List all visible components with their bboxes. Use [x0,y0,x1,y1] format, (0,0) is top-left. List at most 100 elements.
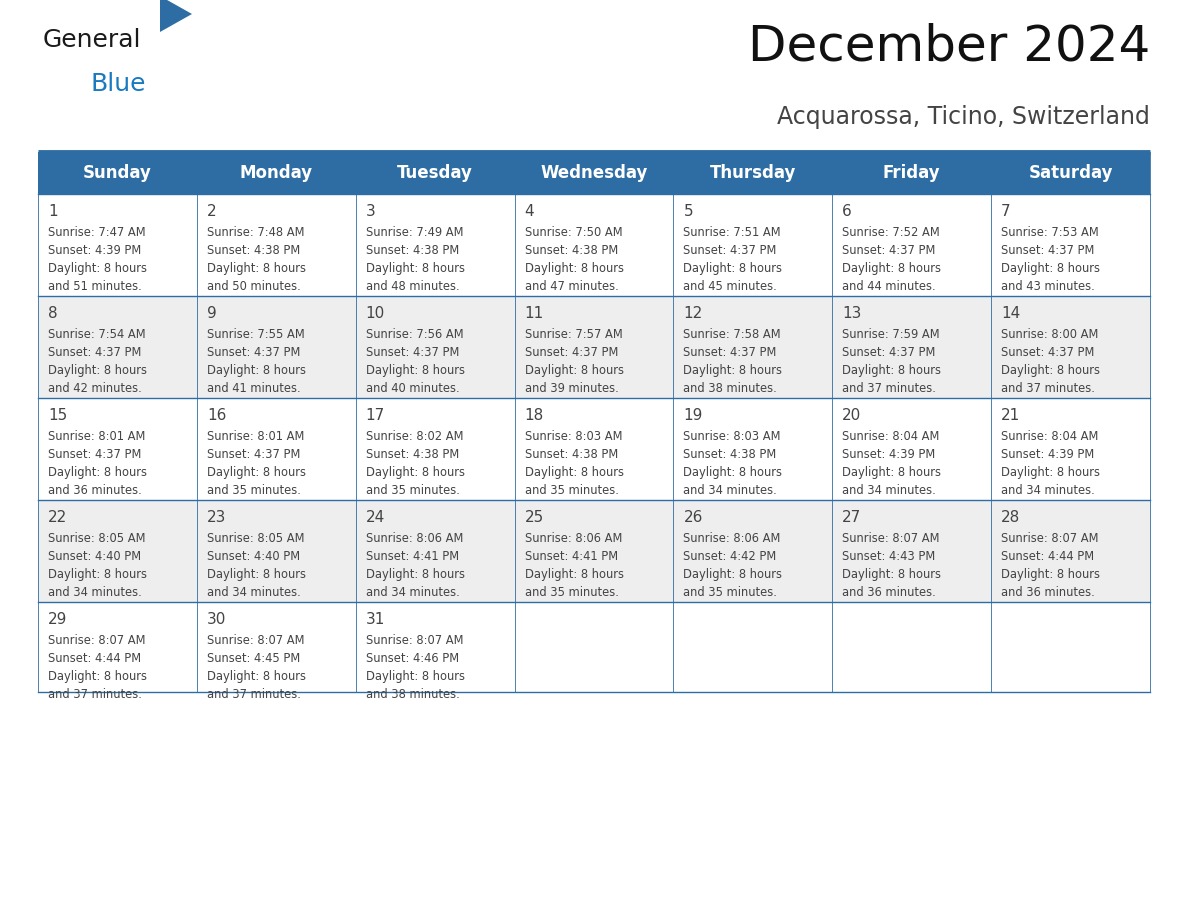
Text: Daylight: 8 hours: Daylight: 8 hours [48,364,147,377]
Text: Daylight: 8 hours: Daylight: 8 hours [1001,364,1100,377]
Text: and 35 minutes.: and 35 minutes. [207,484,301,497]
Bar [38,296,197,398]
Text: Sunset: 4:37 PM: Sunset: 4:37 PM [1001,346,1094,359]
Bar [38,194,197,296]
Text: Daylight: 8 hours: Daylight: 8 hours [525,364,624,377]
Text: 30: 30 [207,612,226,627]
Text: Sunrise: 7:52 AM: Sunrise: 7:52 AM [842,226,940,239]
Text: Sunrise: 7:49 AM: Sunrise: 7:49 AM [366,226,463,239]
Text: Sunrise: 8:04 AM: Sunrise: 8:04 AM [842,430,940,443]
Text: 15: 15 [48,408,68,423]
Text: Sunrise: 8:00 AM: Sunrise: 8:00 AM [1001,328,1099,341]
Text: Wednesday: Wednesday [541,164,647,182]
Text: and 44 minutes.: and 44 minutes. [842,280,936,293]
Text: Daylight: 8 hours: Daylight: 8 hours [1001,568,1100,581]
Bar [991,500,1150,602]
Text: Daylight: 8 hours: Daylight: 8 hours [48,568,147,581]
Bar [38,602,197,692]
Text: Sunset: 4:38 PM: Sunset: 4:38 PM [525,448,618,461]
Text: and 47 minutes.: and 47 minutes. [525,280,618,293]
Bar [833,296,991,398]
Text: and 48 minutes.: and 48 minutes. [366,280,460,293]
Text: 2: 2 [207,204,216,219]
Text: and 36 minutes.: and 36 minutes. [1001,586,1095,599]
Text: Sunset: 4:37 PM: Sunset: 4:37 PM [207,346,301,359]
Text: 25: 25 [525,510,544,525]
Polygon shape [160,0,192,32]
Text: Sunset: 4:38 PM: Sunset: 4:38 PM [683,448,777,461]
Text: 20: 20 [842,408,861,423]
Bar [833,500,991,602]
Bar [674,296,833,398]
Text: Sunday: Sunday [83,164,152,182]
Bar [514,398,674,500]
Text: Sunrise: 8:07 AM: Sunrise: 8:07 AM [48,634,145,647]
Text: Sunrise: 7:56 AM: Sunrise: 7:56 AM [366,328,463,341]
Text: Sunset: 4:38 PM: Sunset: 4:38 PM [525,244,618,257]
Text: Sunset: 4:46 PM: Sunset: 4:46 PM [366,652,459,665]
Text: and 35 minutes.: and 35 minutes. [366,484,460,497]
Bar [197,296,355,398]
Bar [991,398,1150,500]
Text: Sunset: 4:37 PM: Sunset: 4:37 PM [207,448,301,461]
Bar [674,500,833,602]
Text: and 34 minutes.: and 34 minutes. [48,586,141,599]
Text: and 45 minutes.: and 45 minutes. [683,280,777,293]
Text: Daylight: 8 hours: Daylight: 8 hours [207,262,305,275]
Text: Sunrise: 7:48 AM: Sunrise: 7:48 AM [207,226,304,239]
Text: Sunrise: 8:07 AM: Sunrise: 8:07 AM [842,532,940,545]
Text: Sunset: 4:37 PM: Sunset: 4:37 PM [48,346,141,359]
Text: 12: 12 [683,306,702,321]
Text: and 37 minutes.: and 37 minutes. [1001,382,1095,395]
Text: and 39 minutes.: and 39 minutes. [525,382,618,395]
Text: Daylight: 8 hours: Daylight: 8 hours [842,364,941,377]
Text: Daylight: 8 hours: Daylight: 8 hours [366,466,465,479]
Text: 27: 27 [842,510,861,525]
Text: Sunrise: 7:47 AM: Sunrise: 7:47 AM [48,226,146,239]
Text: and 37 minutes.: and 37 minutes. [48,688,141,701]
Text: Sunset: 4:39 PM: Sunset: 4:39 PM [48,244,141,257]
Text: 28: 28 [1001,510,1020,525]
Bar [197,194,355,296]
Text: Sunrise: 7:50 AM: Sunrise: 7:50 AM [525,226,623,239]
Text: 1: 1 [48,204,58,219]
Text: 17: 17 [366,408,385,423]
Bar [991,194,1150,296]
Text: Daylight: 8 hours: Daylight: 8 hours [842,262,941,275]
Bar [514,602,674,692]
Text: 4: 4 [525,204,535,219]
Text: and 35 minutes.: and 35 minutes. [683,586,777,599]
Text: 9: 9 [207,306,216,321]
Text: and 43 minutes.: and 43 minutes. [1001,280,1095,293]
Text: and 51 minutes.: and 51 minutes. [48,280,141,293]
Text: Sunrise: 7:53 AM: Sunrise: 7:53 AM [1001,226,1099,239]
Text: 29: 29 [48,612,68,627]
Text: Sunrise: 8:03 AM: Sunrise: 8:03 AM [683,430,781,443]
Text: and 35 minutes.: and 35 minutes. [525,484,619,497]
Text: Daylight: 8 hours: Daylight: 8 hours [366,262,465,275]
Text: Daylight: 8 hours: Daylight: 8 hours [1001,466,1100,479]
Text: 21: 21 [1001,408,1020,423]
Text: and 40 minutes.: and 40 minutes. [366,382,460,395]
Text: Sunset: 4:40 PM: Sunset: 4:40 PM [207,550,301,563]
Text: Daylight: 8 hours: Daylight: 8 hours [207,568,305,581]
Text: 10: 10 [366,306,385,321]
Text: Sunset: 4:41 PM: Sunset: 4:41 PM [525,550,618,563]
Text: and 50 minutes.: and 50 minutes. [207,280,301,293]
Text: Daylight: 8 hours: Daylight: 8 hours [366,670,465,683]
Text: and 38 minutes.: and 38 minutes. [366,688,460,701]
Text: 16: 16 [207,408,226,423]
Text: Daylight: 8 hours: Daylight: 8 hours [683,364,783,377]
Text: Sunset: 4:39 PM: Sunset: 4:39 PM [842,448,935,461]
Text: Sunset: 4:37 PM: Sunset: 4:37 PM [683,346,777,359]
Text: Sunrise: 8:05 AM: Sunrise: 8:05 AM [207,532,304,545]
Text: Sunrise: 7:57 AM: Sunrise: 7:57 AM [525,328,623,341]
Bar [833,194,991,296]
Text: Daylight: 8 hours: Daylight: 8 hours [525,466,624,479]
Text: Sunset: 4:37 PM: Sunset: 4:37 PM [525,346,618,359]
Text: and 36 minutes.: and 36 minutes. [48,484,141,497]
Bar [674,602,833,692]
Text: Blue: Blue [91,72,146,96]
Text: Sunrise: 8:02 AM: Sunrise: 8:02 AM [366,430,463,443]
Text: Daylight: 8 hours: Daylight: 8 hours [683,262,783,275]
